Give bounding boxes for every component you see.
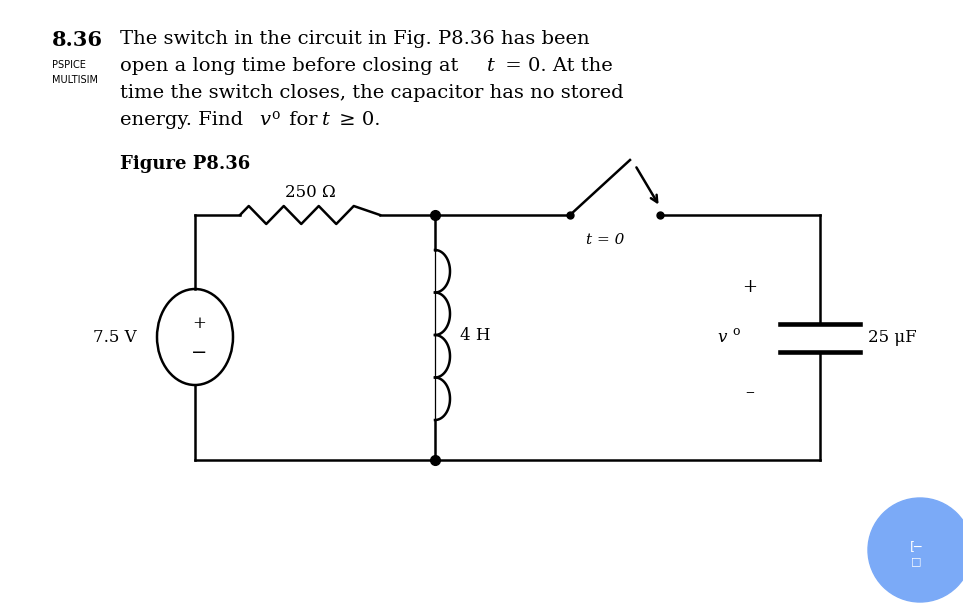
Text: energy. Find: energy. Find <box>120 111 249 129</box>
Text: PSPICE: PSPICE <box>52 60 86 70</box>
Text: 7.5 V: 7.5 V <box>93 329 137 345</box>
Text: [─: [─ <box>910 540 923 554</box>
Text: The switch in the circuit in Fig. P8.36 has been: The switch in the circuit in Fig. P8.36 … <box>120 30 589 48</box>
Text: for: for <box>283 111 324 129</box>
Text: 25 μF: 25 μF <box>868 329 917 346</box>
Text: t: t <box>487 57 495 75</box>
Text: −: − <box>191 344 207 362</box>
Text: Figure P8.36: Figure P8.36 <box>120 155 250 173</box>
Text: MULTISIM: MULTISIM <box>52 75 98 85</box>
Text: –: – <box>745 384 754 402</box>
Text: open a long time before closing at: open a long time before closing at <box>120 57 464 75</box>
Text: v: v <box>717 329 727 346</box>
Text: 4 H: 4 H <box>460 327 490 344</box>
Text: o: o <box>271 108 279 122</box>
Text: = 0. At the: = 0. At the <box>499 57 612 75</box>
Text: 250 Ω: 250 Ω <box>285 184 335 201</box>
Text: ≥ 0.: ≥ 0. <box>333 111 380 129</box>
Text: o: o <box>732 325 740 338</box>
Text: +: + <box>742 278 758 296</box>
Circle shape <box>868 498 963 602</box>
Text: +: + <box>192 315 206 332</box>
Text: t = 0: t = 0 <box>586 233 624 247</box>
Text: time the switch closes, the capacitor has no stored: time the switch closes, the capacitor ha… <box>120 84 624 102</box>
Text: v: v <box>259 111 270 129</box>
Text: t: t <box>322 111 330 129</box>
Text: 8.36: 8.36 <box>52 30 103 50</box>
Text: □: □ <box>911 556 922 566</box>
